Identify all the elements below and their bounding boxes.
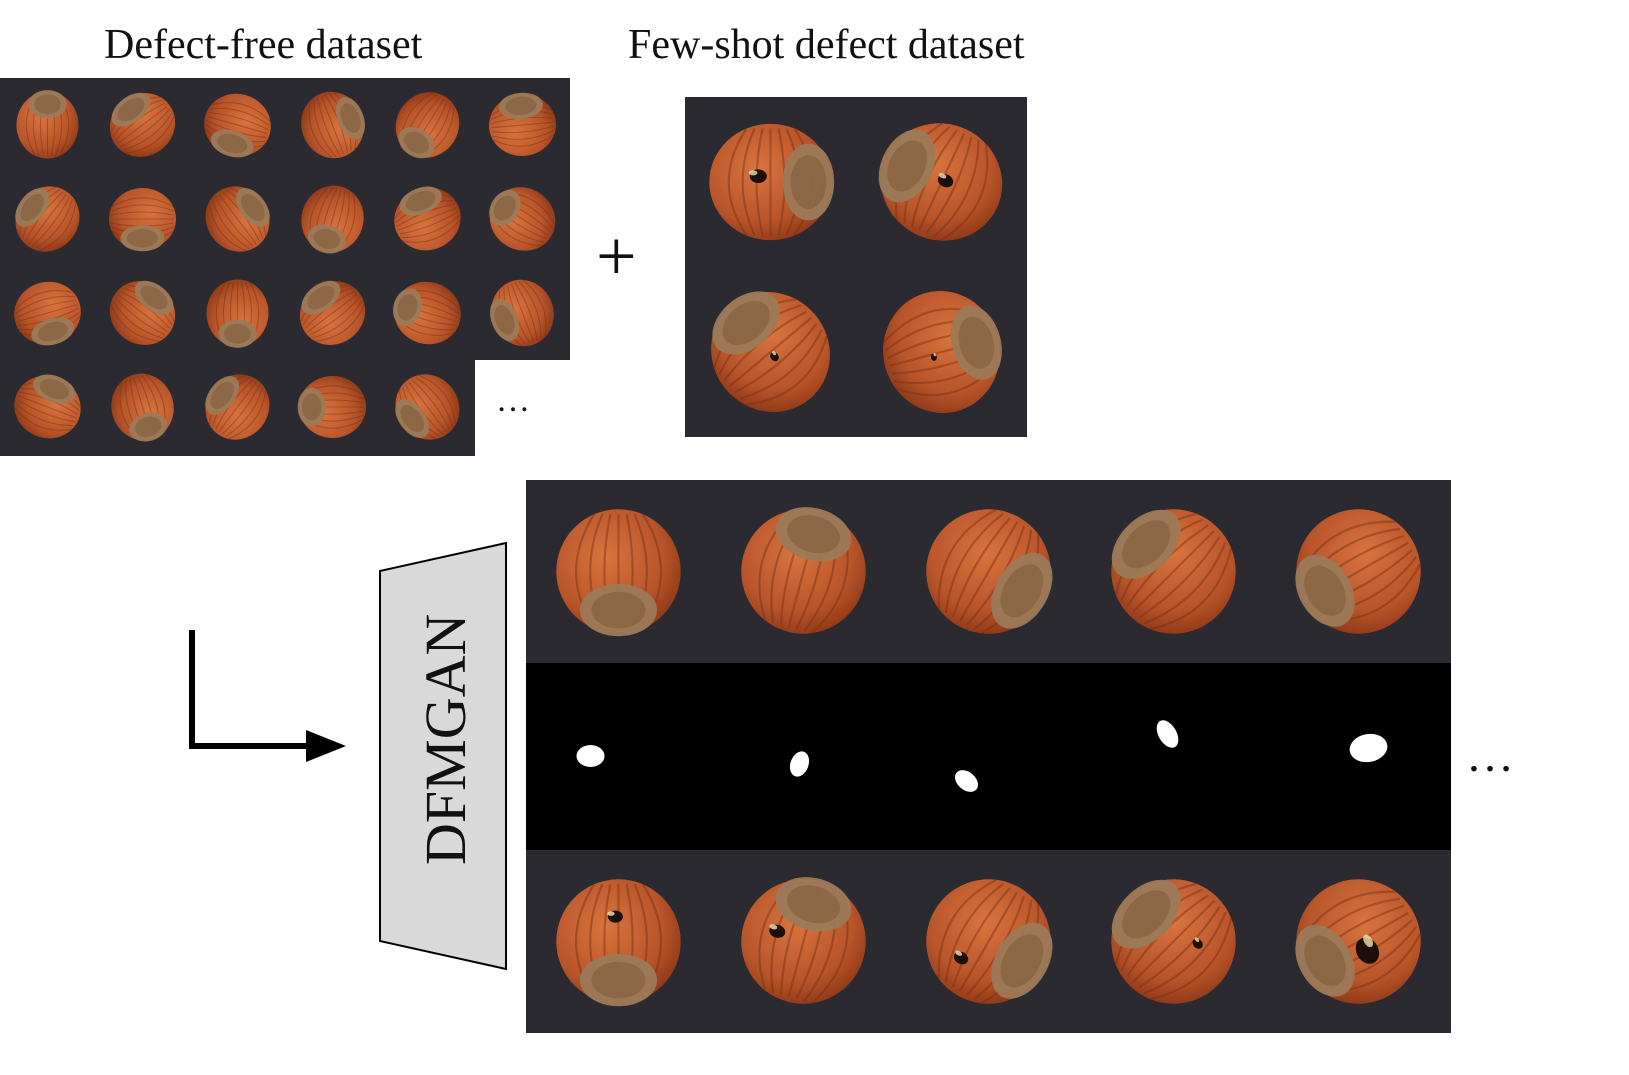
defect-free-sample	[0, 172, 95, 266]
generated-normal-sample	[1266, 480, 1451, 663]
few-shot-defect-sample	[685, 267, 856, 437]
defect-free-panel	[0, 78, 570, 360]
defect-mask-sample	[711, 663, 896, 850]
generated-defect-sample	[1266, 850, 1451, 1033]
generated-defect-sample	[1081, 850, 1266, 1033]
defect-free-sample	[285, 360, 380, 454]
defect-free-sample	[380, 360, 475, 454]
defect-free-sample	[95, 360, 190, 454]
defect-free-sample	[95, 78, 190, 172]
defect-free-sample	[190, 266, 285, 360]
generated-defect-sample	[526, 850, 711, 1033]
generated-normal-sample	[526, 480, 711, 663]
defect-free-sample	[0, 266, 95, 360]
generated-defect-sample	[711, 850, 896, 1033]
defect-free-sample	[475, 78, 570, 172]
defect-mask-sample	[896, 663, 1081, 850]
defect-free-sample	[95, 172, 190, 266]
defect-free-sample	[190, 172, 285, 266]
defect-free-title: Defect-free dataset	[104, 22, 423, 68]
defect-free-sample	[285, 172, 380, 266]
defect-free-sample	[190, 360, 285, 454]
defect-mask-row	[526, 663, 1451, 850]
generated-defect-sample	[896, 850, 1081, 1033]
plus-sign: +	[596, 216, 637, 296]
defect-free-sample	[475, 172, 570, 266]
defect-free-sample	[95, 266, 190, 360]
defect-mask-sample	[1081, 663, 1266, 850]
few-shot-title: Few-shot defect dataset	[628, 22, 1025, 68]
defect-free-sample	[285, 78, 380, 172]
defect-mask-sample	[526, 663, 711, 850]
generated-normal-sample	[711, 480, 896, 663]
defect-free-sample	[475, 266, 570, 360]
generator-shape	[379, 541, 507, 971]
defect-free-sample	[380, 78, 475, 172]
defect-free-sample	[0, 78, 95, 172]
defect-free-sample	[380, 266, 475, 360]
defect-free-sample	[380, 172, 475, 266]
few-shot-defect-sample	[856, 97, 1027, 267]
generator-label: DFMGAN	[413, 613, 478, 865]
generated-normal-sample	[1081, 480, 1266, 663]
flow-arrow	[189, 630, 346, 762]
defect-free-sample	[0, 360, 95, 454]
output-ellipsis: …	[1466, 729, 1516, 782]
defect-free-ellipsis: …	[496, 382, 532, 419]
generated-normal-sample	[896, 480, 1081, 663]
defect-free-sample	[190, 78, 285, 172]
defect-free-sample	[285, 266, 380, 360]
generator-block	[379, 541, 507, 971]
defect-mask-sample	[1266, 663, 1451, 850]
few-shot-defect-sample	[685, 97, 856, 267]
few-shot-defect-sample	[856, 267, 1027, 437]
